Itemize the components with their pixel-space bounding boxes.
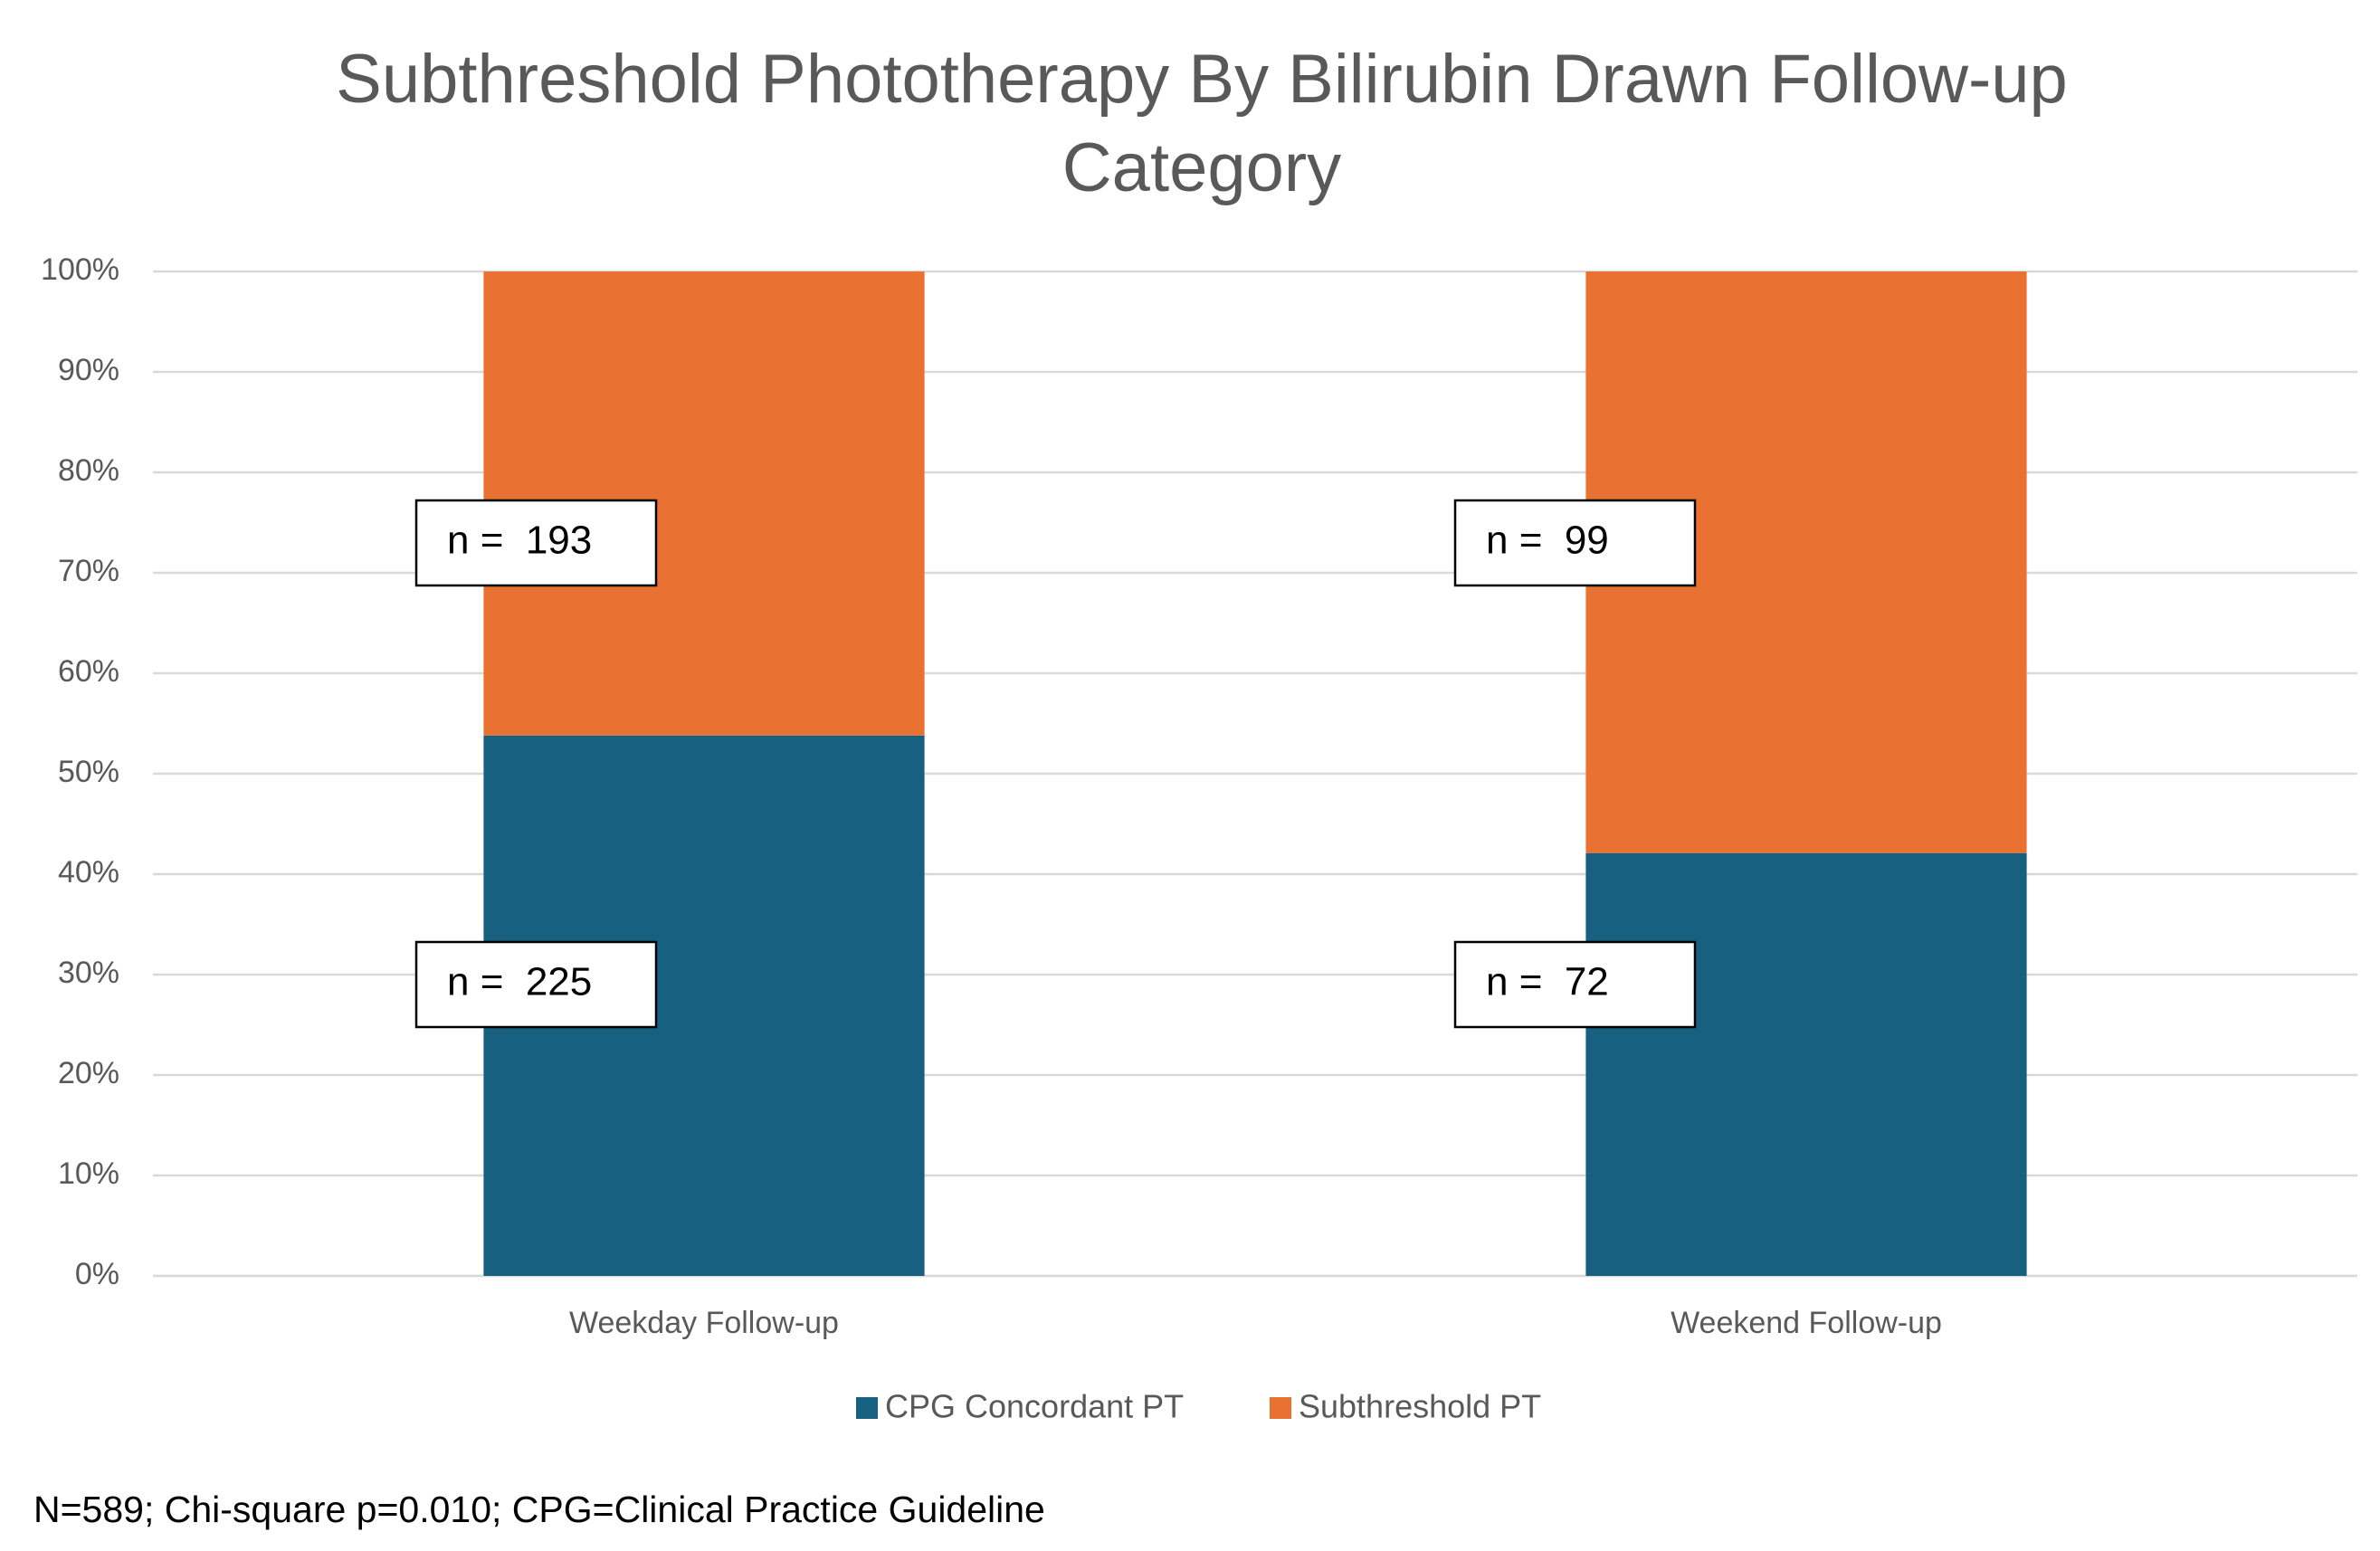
annotation: n = 225 <box>447 960 592 1004</box>
x-tick-label: Weekend Follow-up <box>1671 1306 1942 1340</box>
y-tick-label: 80% <box>58 453 119 488</box>
chart-title: Subthreshold Phototherapy By Bilirubin D… <box>336 41 2068 118</box>
annotation-box <box>1453 940 1697 1029</box>
annotation-box <box>414 499 658 587</box>
y-tick-label: 20% <box>58 1056 119 1090</box>
chart-title: Category <box>1062 129 1341 206</box>
y-tick-label: 0% <box>75 1257 119 1291</box>
y-tick-label: 90% <box>58 353 119 387</box>
annotation-box <box>414 940 658 1029</box>
bar-segment <box>1585 852 2027 1276</box>
annotation: n = 99 <box>1486 519 1609 563</box>
legend-swatch <box>1270 1397 1291 1419</box>
y-tick-label: 30% <box>58 956 119 990</box>
y-tick-label: 40% <box>58 855 119 890</box>
y-tick-label: 10% <box>58 1156 119 1191</box>
y-tick-label: 60% <box>58 654 119 689</box>
annotation-box <box>1453 499 1697 587</box>
legend-label: Subthreshold PT <box>1299 1388 1541 1425</box>
footnote: N=589; Chi-square p=0.010; CPG=Clinical … <box>33 1489 1045 1530</box>
y-tick-label: 100% <box>41 252 119 287</box>
legend-swatch <box>856 1397 878 1419</box>
x-tick-label: Weekday Follow-up <box>569 1306 839 1340</box>
annotation: n = 193 <box>447 519 592 563</box>
y-tick-label: 50% <box>58 755 119 789</box>
y-tick-label: 70% <box>58 554 119 588</box>
annotation: n = 72 <box>1486 960 1609 1004</box>
legend-label: CPG Concordant PT <box>885 1388 1184 1425</box>
